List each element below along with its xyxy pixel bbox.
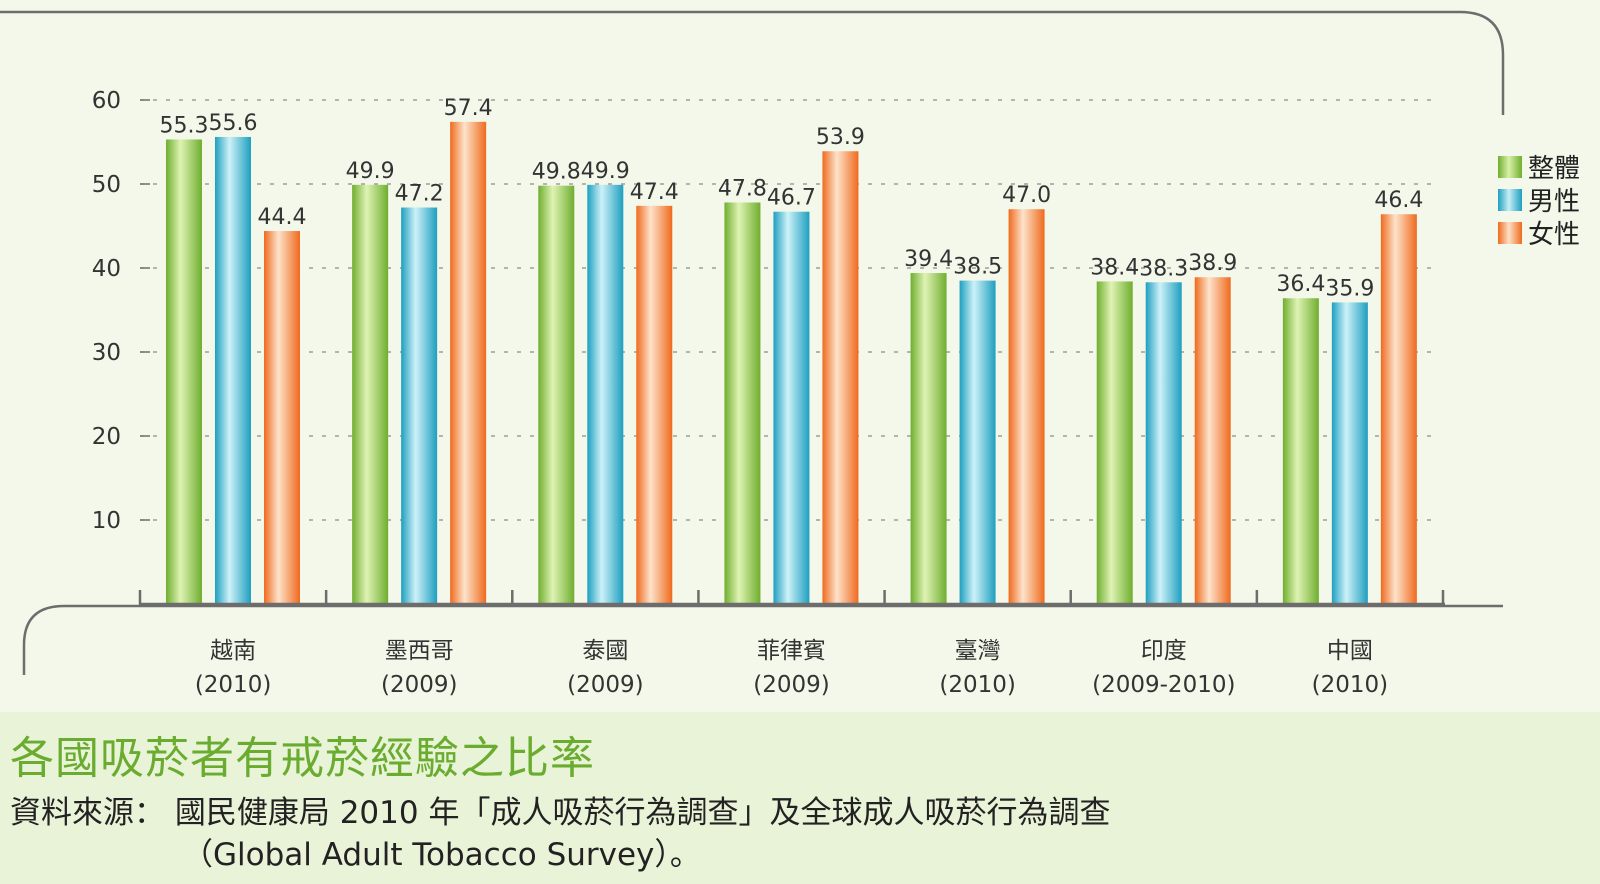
x-category-year: (2009) (753, 672, 829, 698)
data-label: 47.4 (630, 180, 679, 205)
data-label: 57.4 (444, 96, 493, 121)
bar-2-5 (1194, 277, 1231, 604)
data-label: 46.7 (767, 186, 816, 211)
bar-1-1 (401, 207, 438, 604)
bar-0-5 (1096, 281, 1133, 604)
x-category-year: (2009) (381, 672, 457, 698)
data-label: 53.9 (816, 125, 865, 150)
data-label: 36.4 (1276, 272, 1325, 297)
data-label: 55.3 (160, 113, 209, 138)
legend-swatch-male (1498, 188, 1522, 211)
bar-2-0 (264, 231, 300, 605)
data-label: 44.4 (258, 205, 307, 230)
frame-bottom-line (22, 604, 1503, 675)
source-note: 資料來源： 國民健康局 2010 年「成人吸菸行為調查」及全球成人吸菸行為調查 … (10, 792, 1110, 876)
y-tick-label: 60 (92, 88, 121, 114)
data-label: 55.6 (209, 111, 258, 136)
x-category-year: (2009) (567, 672, 643, 698)
data-label: 47.2 (395, 182, 444, 207)
x-category-label: 印度 (1141, 638, 1187, 664)
data-label: 47.8 (718, 176, 767, 201)
y-tick-label: 50 (92, 172, 121, 198)
x-category-label: 中國 (1327, 638, 1373, 664)
bar-2-4 (1008, 209, 1045, 604)
data-label: 47.0 (1002, 183, 1051, 208)
legend-label-overall: 整體 (1528, 154, 1581, 184)
data-label: 39.4 (904, 247, 953, 272)
bar-2-1 (450, 121, 487, 604)
data-label: 38.9 (1188, 251, 1237, 276)
x-category-label: 菲律賓 (757, 638, 826, 664)
bar-0-0 (166, 139, 202, 605)
data-label: 38.5 (953, 255, 1002, 280)
legend-item-overall: 整體 (1498, 150, 1581, 184)
y-tick-label: 10 (92, 508, 121, 534)
figure-title: 各國吸菸者有戒菸經驗之比率 (10, 733, 595, 784)
chart-legend: 整體 男性 女性 (1498, 150, 1581, 250)
legend-item-female: 女性 (1498, 216, 1581, 250)
bar-1-6 (1331, 302, 1368, 604)
data-label: 46.4 (1374, 188, 1423, 213)
legend-swatch-female (1498, 221, 1522, 244)
bar-0-1 (352, 184, 389, 604)
y-tick-label: 40 (92, 256, 121, 282)
bar-2-6 (1380, 214, 1417, 605)
data-label: 38.3 (1139, 256, 1188, 281)
footer-band (0, 712, 1600, 884)
bar-1-2 (587, 184, 624, 604)
bar-0-4 (910, 273, 947, 604)
data-label: 35.9 (1325, 276, 1374, 301)
legend-item-male: 男性 (1498, 183, 1581, 217)
frame-top-line (0, 10, 1505, 115)
data-label: 49.9 (581, 159, 630, 184)
source-line-1: 資料來源： 國民健康局 2010 年「成人吸菸行為調查」及全球成人吸菸行為調查 (10, 795, 1111, 831)
bar-1-3 (773, 211, 810, 604)
bar-0-2 (538, 185, 575, 604)
x-category-label: 泰國 (582, 638, 628, 664)
x-category-year: (2010) (939, 672, 1015, 698)
bar-1-4 (959, 280, 996, 604)
data-label: 49.9 (346, 159, 395, 184)
data-label: 49.8 (532, 160, 581, 185)
bar-1-5 (1145, 282, 1182, 604)
x-category-year: (2010) (195, 672, 271, 698)
x-category-label: 墨西哥 (385, 638, 454, 664)
legend-swatch-overall (1498, 155, 1522, 178)
bar-2-3 (822, 151, 859, 605)
x-category-label: 臺灣 (955, 638, 1001, 664)
bar-1-0 (215, 136, 251, 604)
bar-0-6 (1282, 298, 1319, 604)
source-line-2: （Global Adult Tobacco Survey）。 (182, 837, 701, 873)
legend-label-female: 女性 (1528, 220, 1581, 250)
y-tick-label: 30 (92, 340, 121, 366)
x-category-year: (2009-2010) (1092, 672, 1235, 698)
x-category-year: (2010) (1312, 672, 1388, 698)
bar-2-2 (636, 205, 673, 604)
x-category-label: 越南 (210, 638, 256, 664)
y-tick-label: 20 (92, 424, 121, 450)
bar-0-3 (724, 202, 761, 605)
data-label: 38.4 (1090, 255, 1139, 280)
legend-label-male: 男性 (1528, 187, 1581, 217)
